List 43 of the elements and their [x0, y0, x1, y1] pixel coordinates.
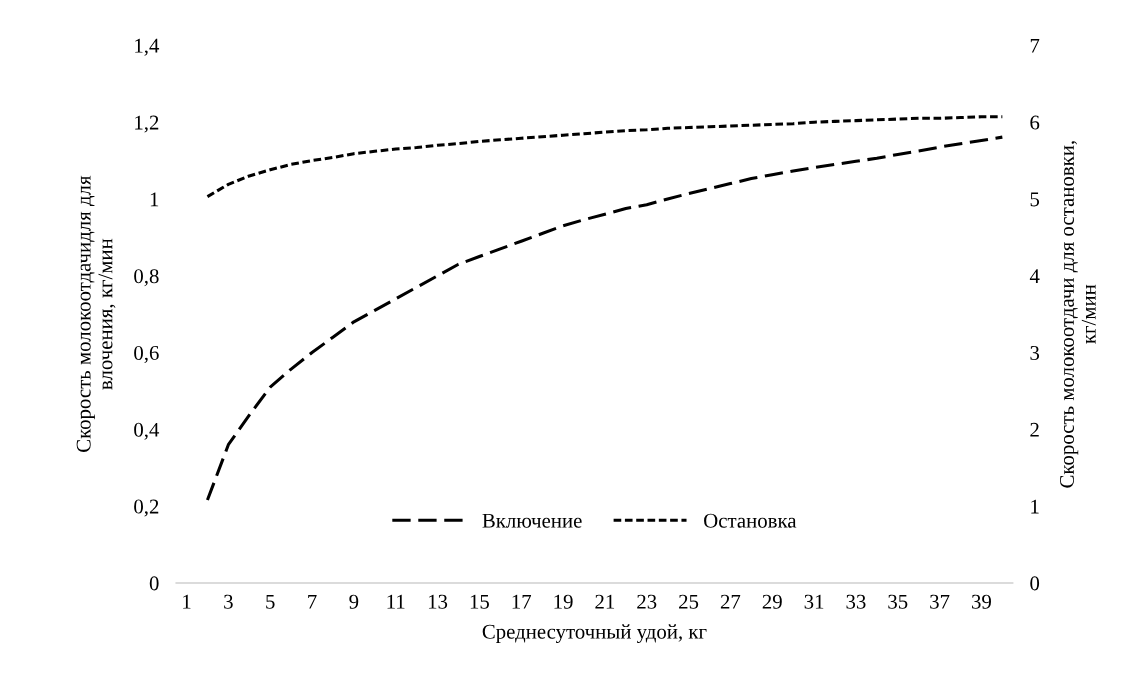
x-tick-label: 25 — [679, 594, 699, 609]
x-tick-label: 23 — [637, 594, 657, 609]
x-tick-label: 33 — [846, 594, 866, 609]
y2-tick-label: 1 — [1031, 499, 1039, 514]
x-tick-label: 31 — [804, 594, 824, 609]
line-series — [205, 135, 1004, 502]
y2-tick-label: 5 — [1030, 192, 1040, 207]
x-tick-label: 21 — [595, 594, 615, 609]
y2-tick-label: 0 — [1030, 576, 1040, 591]
y-tick-label: 0,2 — [134, 499, 159, 517]
x-tick-label: 19 — [554, 594, 573, 609]
y2-tick-label: 3 — [1030, 346, 1040, 360]
x-axis-title: Среднесуточный удой, кг — [482, 624, 707, 643]
y-axis-title: Скорость молокоотдачидля для влочения, кг/мин — [76, 175, 116, 452]
x-tick-label: 29 — [762, 594, 782, 609]
y2-tick-label: 6 — [1030, 115, 1040, 130]
y2-tick-label: 4 — [1029, 269, 1040, 283]
legend-label: Остановка — [704, 513, 797, 528]
x-tick-label: 39 — [972, 594, 991, 609]
y-tick-label: 0,6 — [134, 345, 159, 363]
line-series — [205, 115, 1004, 199]
x-tick-label: 1 — [183, 594, 191, 609]
x-tick-label: 9 — [349, 594, 359, 609]
y-tick-label: 0,4 — [134, 422, 160, 440]
x-tick-label: 3 — [224, 594, 233, 609]
y-tick-label: 1,4 — [135, 38, 160, 56]
y-tick-label: 1,2 — [135, 115, 159, 133]
x-tick-label: 13 — [428, 594, 448, 609]
legend-label: Включение — [482, 513, 582, 528]
y-tick-label: 0,8 — [134, 269, 159, 287]
x-tick-label: 5 — [266, 594, 275, 609]
x-tick-label: 17 — [512, 594, 532, 609]
y-tick-label: 0 — [149, 576, 159, 591]
x-tick-label: 7 — [308, 594, 317, 609]
y2-axis-title: Скорость молокоотдачи для остановки, кг/мин — [1059, 141, 1096, 488]
x-tick-label: 27 — [720, 594, 741, 609]
y2-tick-label: 2 — [1030, 422, 1039, 437]
y-tick-label: 1 — [150, 192, 159, 207]
y2-tick-label: 7 — [1030, 38, 1040, 53]
x-tick-label: 37 — [930, 594, 950, 609]
x-tick-label: 15 — [470, 594, 489, 609]
x-tick-label: 11 — [387, 594, 405, 609]
x-tick-label: 35 — [888, 594, 908, 609]
